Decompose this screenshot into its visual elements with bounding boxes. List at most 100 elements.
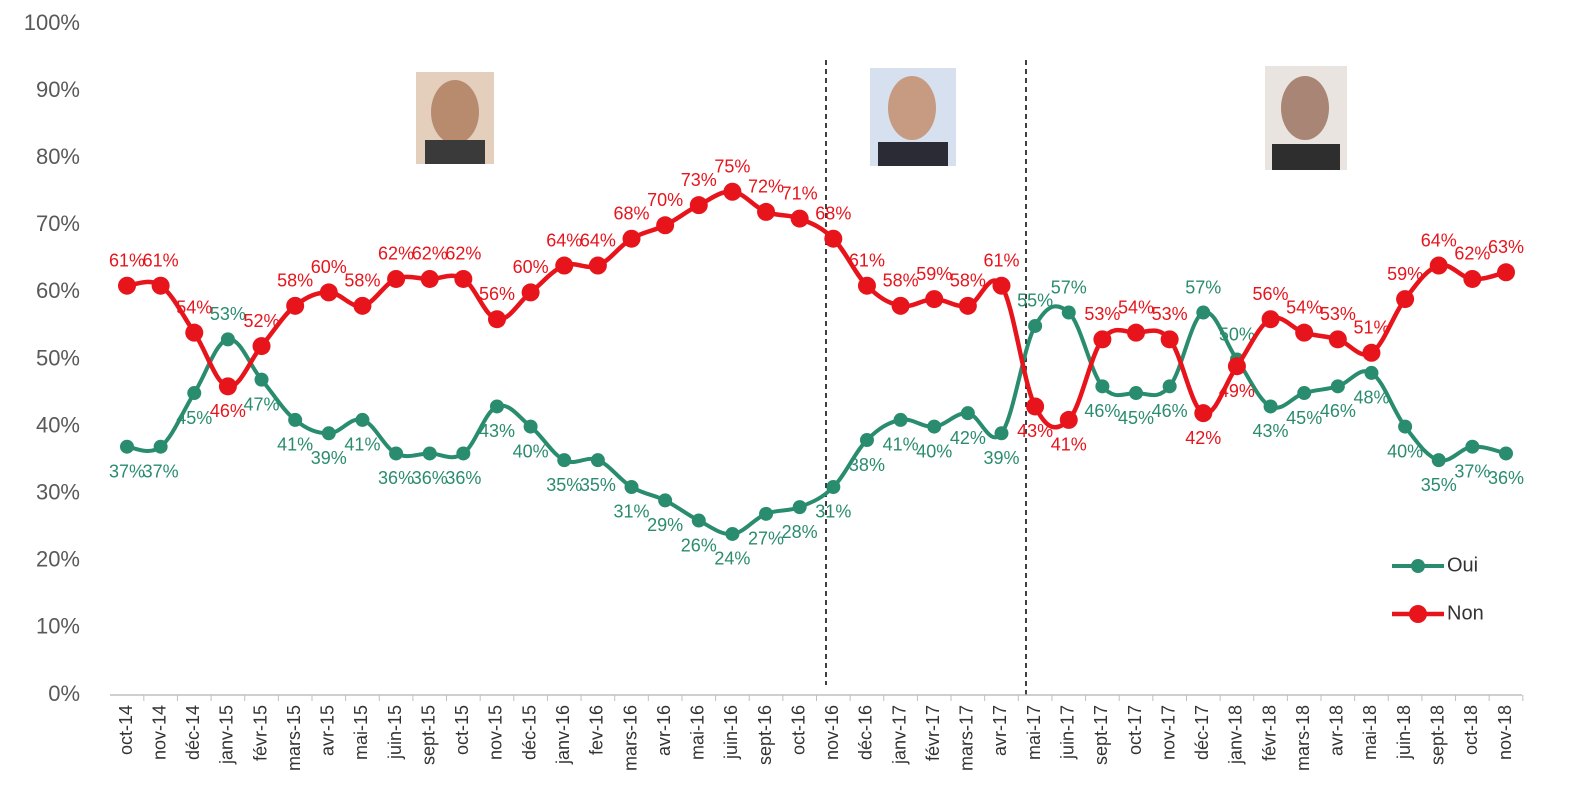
data-label: 57% (1185, 277, 1221, 297)
data-point (757, 202, 776, 221)
x-tick-label: avr-16 (654, 705, 674, 756)
data-point (1160, 330, 1179, 349)
x-tick-label: janv-15 (217, 705, 237, 765)
data-label: 46% (1084, 401, 1120, 421)
x-tick-label: févr-17 (923, 705, 943, 761)
data-label: 47% (244, 394, 280, 414)
data-point (859, 433, 874, 448)
data-label: 64% (1421, 230, 1457, 250)
y-tick-label: 60% (36, 278, 80, 303)
data-label: 58% (277, 271, 313, 291)
data-label: 37% (109, 461, 145, 481)
data-point (1196, 305, 1211, 320)
data-point (353, 296, 372, 315)
data-point (1364, 365, 1379, 380)
x-tick-label: janv-16 (553, 705, 573, 765)
data-label: 39% (311, 448, 347, 468)
data-label: 36% (445, 468, 481, 488)
y-tick-label: 40% (36, 412, 80, 437)
data-point (1028, 318, 1043, 333)
data-point (723, 182, 742, 201)
data-label: 40% (513, 441, 549, 461)
data-point (891, 296, 910, 315)
data-label: 55% (1017, 291, 1053, 311)
data-label: 38% (849, 455, 885, 475)
data-label: 46% (1152, 401, 1188, 421)
data-point (1362, 343, 1381, 362)
data-point (588, 256, 607, 275)
data-point (1398, 419, 1413, 434)
data-point (319, 283, 338, 302)
x-tick-label: mars-15 (284, 705, 304, 771)
portrait (870, 68, 956, 166)
x-tick-label: sept-17 (1091, 705, 1111, 765)
data-label: 64% (580, 230, 616, 250)
data-label: 41% (344, 435, 380, 455)
data-label: 43% (1017, 421, 1053, 441)
data-point (254, 372, 269, 387)
data-label: 59% (1387, 264, 1423, 284)
data-label: 45% (1286, 408, 1322, 428)
x-tick-label: mars-17 (957, 705, 977, 771)
data-label: 51% (1353, 318, 1389, 338)
data-label: 42% (1185, 428, 1221, 448)
y-tick-label: 20% (36, 547, 80, 572)
data-label: 59% (916, 264, 952, 284)
data-point (489, 399, 504, 414)
x-tick-label: nov-17 (1158, 705, 1178, 760)
x-tick-label: déc-17 (1192, 705, 1212, 760)
data-label: 68% (613, 203, 649, 223)
data-label: 53% (1084, 304, 1120, 324)
data-label: 62% (445, 244, 481, 264)
data-point (992, 276, 1011, 295)
data-label: 49% (1219, 381, 1255, 401)
data-label: 54% (1286, 297, 1322, 317)
legend-marker (1409, 605, 1427, 623)
data-label: 54% (176, 297, 212, 317)
data-point (1227, 357, 1246, 376)
x-tick-label: nov-15 (486, 705, 506, 760)
data-point (893, 412, 908, 427)
x-tick-label: oct-16 (788, 705, 808, 755)
x-tick-label: juin-15 (385, 705, 405, 760)
data-label: 43% (1253, 421, 1289, 441)
data-point (422, 446, 437, 461)
data-point (994, 426, 1009, 441)
y-tick-label: 100% (24, 10, 80, 35)
data-point (120, 439, 134, 454)
data-point (252, 337, 271, 356)
y-tick-label: 0% (48, 681, 80, 706)
data-label: 41% (277, 435, 313, 455)
y-tick-label: 90% (36, 77, 80, 102)
data-point (1061, 305, 1076, 320)
x-tick-label: juin-17 (1058, 705, 1078, 760)
data-label: 46% (210, 401, 246, 421)
data-point (759, 506, 774, 521)
x-tick-label: sept-15 (418, 705, 438, 765)
data-label: 29% (647, 515, 683, 535)
data-point (1497, 263, 1515, 282)
data-point (321, 426, 336, 441)
data-label: 40% (1387, 441, 1423, 461)
data-label: 56% (1253, 284, 1289, 304)
x-tick-label: avr-17 (990, 705, 1010, 756)
x-tick-label: mai-15 (351, 705, 371, 760)
x-tick-label: févr-18 (1259, 705, 1279, 761)
data-point (792, 500, 807, 515)
data-label: 37% (143, 461, 179, 481)
portrait (416, 72, 494, 164)
data-point (220, 332, 235, 347)
x-tick-label: nov-16 (822, 705, 842, 760)
data-point (1297, 386, 1312, 401)
data-label: 63% (1488, 237, 1524, 257)
data-point (925, 290, 944, 309)
x-tick-label: sept-16 (755, 705, 775, 765)
legend-marker (1411, 559, 1425, 573)
x-tick-label: sept-18 (1427, 705, 1447, 765)
x-tick-label: janv-18 (1226, 705, 1246, 765)
x-tick-label: janv-17 (889, 705, 909, 765)
data-label: 27% (748, 529, 784, 549)
data-point (1059, 410, 1078, 429)
data-point (420, 269, 439, 288)
